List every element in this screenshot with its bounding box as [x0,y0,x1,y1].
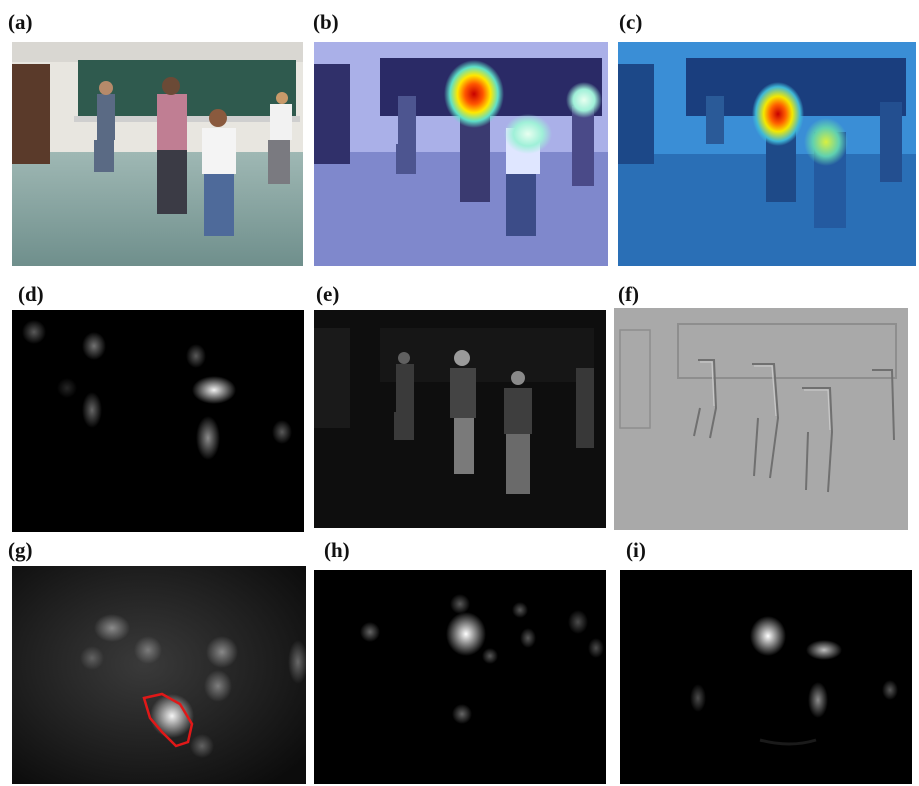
panel-g-image [12,566,306,784]
panel-e-image [314,310,606,528]
panel-label-i: (i) [626,538,646,562]
panel-label-c: (c) [619,10,643,34]
panel-label-h: (h) [324,538,350,562]
panel-a-image [12,42,303,266]
panel-label-a: (a) [8,10,33,34]
panel-label-d: (d) [18,282,44,306]
panel-c-image [618,42,916,266]
panel-i-image [620,570,912,784]
panel-label-b: (b) [313,10,339,34]
panel-d-image [12,310,304,532]
panel-label-f: (f) [618,282,639,306]
panel-h-image [314,570,606,784]
panel-label-g: (g) [8,538,33,562]
panel-f-image [614,308,908,530]
panel-label-e: (e) [316,282,340,306]
panel-b-image [314,42,608,266]
